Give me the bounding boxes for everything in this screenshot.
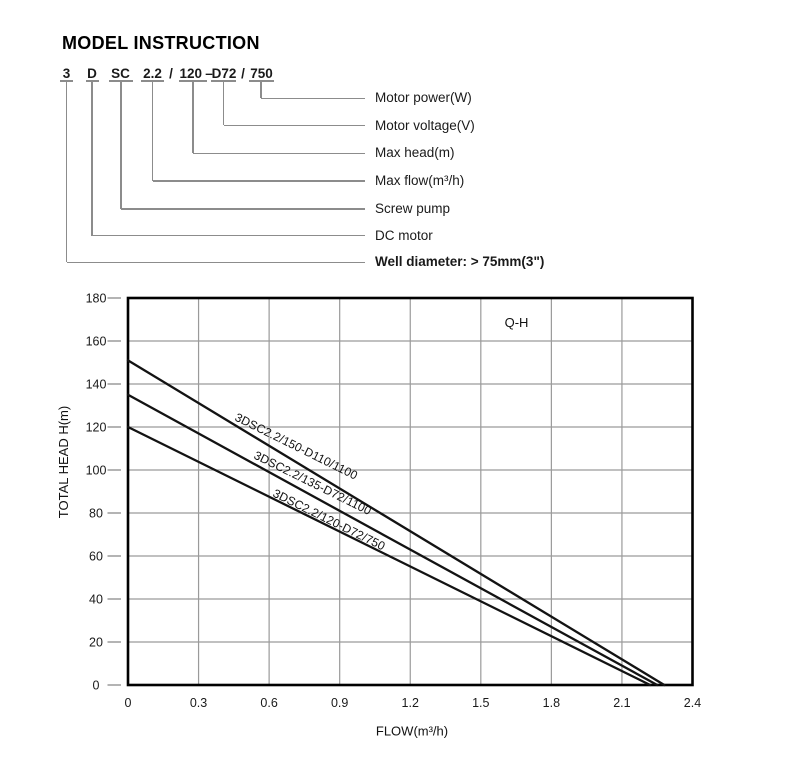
code-part-label-motor-voltage: Motor voltage(V) bbox=[375, 117, 475, 133]
y-axis-tick-label: 160 bbox=[86, 334, 107, 348]
y-axis-tick-label: 0 bbox=[93, 678, 100, 692]
leader-line-horizontal bbox=[92, 234, 365, 237]
model-code-separator: – bbox=[205, 66, 213, 81]
model-code-segment: D72 bbox=[211, 66, 237, 81]
leader-line-vertical bbox=[151, 81, 154, 181]
model-code-segment: SC bbox=[111, 66, 130, 81]
y-axis-tick-label: 60 bbox=[89, 549, 103, 563]
model-code-segment: 750 bbox=[250, 66, 273, 81]
x-axis-tick-label: 0.3 bbox=[190, 696, 207, 710]
leader-line-horizontal bbox=[66, 261, 365, 264]
x-axis-tick-label: 0.9 bbox=[331, 696, 348, 710]
plot-border bbox=[126, 296, 694, 687]
x-axis-tick-label: 1.8 bbox=[543, 696, 560, 710]
x-axis-title: FLOW(m³/h) bbox=[376, 724, 448, 739]
chart-title: Q-H bbox=[505, 315, 529, 330]
leader-line-horizontal bbox=[261, 97, 365, 100]
model-code-segment: 120 bbox=[179, 66, 203, 81]
x-axis-tick-label: 2.4 bbox=[684, 696, 701, 710]
model-code-segment: D bbox=[87, 66, 97, 81]
x-axis-tick-label: 1.2 bbox=[402, 696, 419, 710]
y-axis-tick-label: 140 bbox=[86, 377, 107, 391]
model-code-separator: / bbox=[169, 66, 173, 81]
code-part-label-screw-pump: Screw pump bbox=[375, 201, 451, 216]
code-part-label-max-head: Max head(m) bbox=[375, 145, 455, 161]
x-axis-tick-label: 0 bbox=[125, 696, 132, 710]
leader-line-horizontal bbox=[120, 208, 365, 210]
model-code-separator: / bbox=[241, 66, 245, 81]
model-code-segment: 2.2 bbox=[143, 66, 162, 81]
leader-line-vertical bbox=[65, 81, 68, 263]
pump-curve bbox=[126, 393, 659, 687]
leader-line-vertical bbox=[192, 81, 194, 154]
y-axis-tick-label: 40 bbox=[89, 592, 103, 606]
pump-curve bbox=[126, 359, 666, 687]
pump-curve bbox=[126, 425, 652, 687]
y-axis-tick-label: 20 bbox=[89, 635, 103, 649]
leader-line-vertical bbox=[91, 81, 93, 236]
leader-line-horizontal bbox=[193, 152, 365, 155]
code-part-label-dc-motor: DC motor bbox=[375, 227, 433, 243]
code-part-label-motor-power: Motor power(W) bbox=[375, 90, 472, 106]
x-axis-tick-label: 0.6 bbox=[260, 696, 277, 710]
y-axis-tick-label: 100 bbox=[86, 463, 107, 477]
y-axis-tick-label: 120 bbox=[86, 420, 107, 434]
y-axis-tick-label: 80 bbox=[89, 506, 103, 520]
leader-line-vertical bbox=[222, 81, 225, 125]
code-part-label-max-flow: Max flow(m³/h) bbox=[375, 173, 465, 188]
leader-line-horizontal bbox=[152, 180, 365, 182]
x-axis-tick-label: 2.1 bbox=[613, 696, 630, 710]
page-title: MODEL INSTRUCTION bbox=[62, 33, 260, 53]
leader-line-vertical bbox=[119, 81, 122, 209]
code-part-label-well-diameter: Well diameter: > 75mm(3") bbox=[375, 254, 545, 270]
y-axis-title: TOTAL HEAD H(m) bbox=[56, 406, 71, 518]
leader-line-vertical bbox=[260, 81, 263, 98]
model-code-segment: 3 bbox=[62, 66, 71, 81]
x-axis-tick-label: 1.5 bbox=[472, 696, 489, 710]
leader-line-horizontal bbox=[223, 124, 365, 127]
y-axis-tick-label: 180 bbox=[86, 291, 107, 305]
